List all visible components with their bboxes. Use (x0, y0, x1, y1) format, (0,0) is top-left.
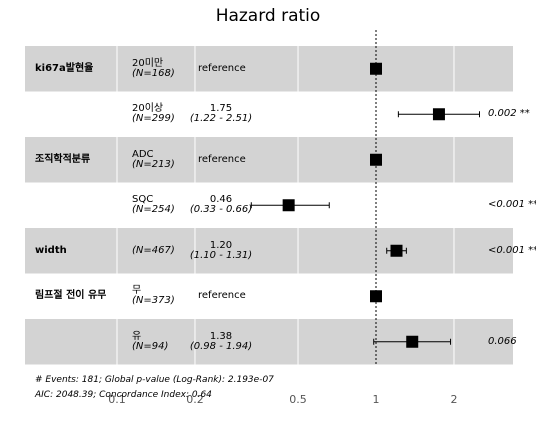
hr-marker (370, 290, 382, 302)
hazard-marks (251, 63, 479, 348)
hr-marker (370, 154, 382, 166)
chart-title: Hazard ratio (0, 6, 536, 26)
p-value: <0.001 *** (488, 199, 536, 210)
row-band (25, 137, 513, 183)
p-value: <0.001 *** (488, 245, 536, 256)
x-tick-label: 0.5 (289, 393, 307, 406)
row-band (25, 46, 513, 92)
n-label: (N=254) (132, 204, 175, 215)
variable-label: width (35, 245, 67, 256)
hr-marker (391, 245, 403, 257)
ci-value: (1.22 - 2.51) (186, 113, 256, 124)
reference-label: reference (198, 63, 246, 74)
x-tick-label: 2 (450, 393, 457, 406)
footnote-aic: AIC: 2048.39; Concordance Index: 0.64 (35, 390, 212, 400)
variable-label: 조직학적분류 (35, 154, 90, 165)
variable-label: 림프절 전이 유무 (35, 290, 106, 301)
n-label: (N=94) (132, 341, 168, 352)
ci-value: (0.33 - 0.66) (186, 204, 256, 215)
n-label: (N=213) (132, 159, 175, 170)
row-band (25, 228, 513, 274)
hr-marker (370, 63, 382, 75)
n-label: (N=467) (132, 245, 175, 256)
footnote-events: # Events: 181; Global p-value (Log-Rank)… (35, 375, 274, 385)
n-label: (N=373) (132, 295, 175, 306)
ci-value: (1.10 - 1.31) (186, 250, 256, 261)
n-label: (N=299) (132, 113, 175, 124)
hr-marker (406, 336, 418, 348)
hr-marker (433, 108, 445, 120)
p-value: 0.002 ** (488, 108, 530, 119)
x-tick-label: 1 (373, 393, 380, 406)
n-label: (N=168) (132, 68, 175, 79)
ci-value: (0.98 - 1.94) (186, 341, 256, 352)
variable-label: ki67a발현율 (35, 63, 93, 74)
reference-label: reference (198, 154, 246, 165)
reference-label: reference (198, 290, 246, 301)
p-value: 0.066 (488, 336, 517, 347)
hr-marker (283, 199, 295, 211)
